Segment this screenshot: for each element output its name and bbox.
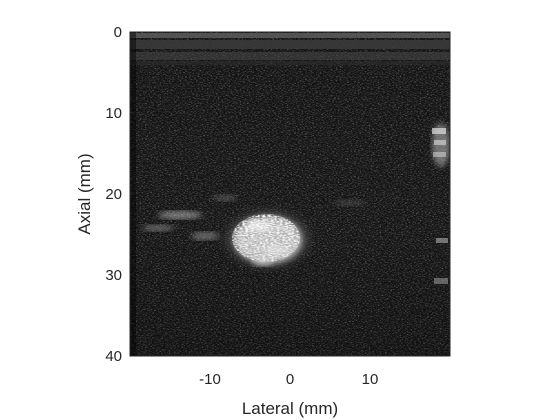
y-tick-label: 30 — [105, 267, 122, 284]
x-tick-label: 10 — [362, 371, 379, 388]
y-tick-label: 10 — [105, 105, 122, 122]
depth-gain-overlay — [130, 32, 450, 356]
x-axis: -10 0 10 — [199, 352, 378, 388]
x-tick-label: 0 — [286, 371, 294, 388]
y-tick-label: 0 — [114, 24, 122, 41]
y-tick-label: 40 — [105, 348, 122, 365]
y-axis: 0 10 20 30 40 — [105, 24, 134, 365]
ultrasound-image — [130, 32, 450, 356]
y-tick-label: 20 — [105, 186, 122, 203]
y-axis-title: Axial (mm) — [75, 153, 94, 234]
x-tick-label: -10 — [199, 371, 221, 388]
x-axis-title: Lateral (mm) — [242, 399, 338, 418]
